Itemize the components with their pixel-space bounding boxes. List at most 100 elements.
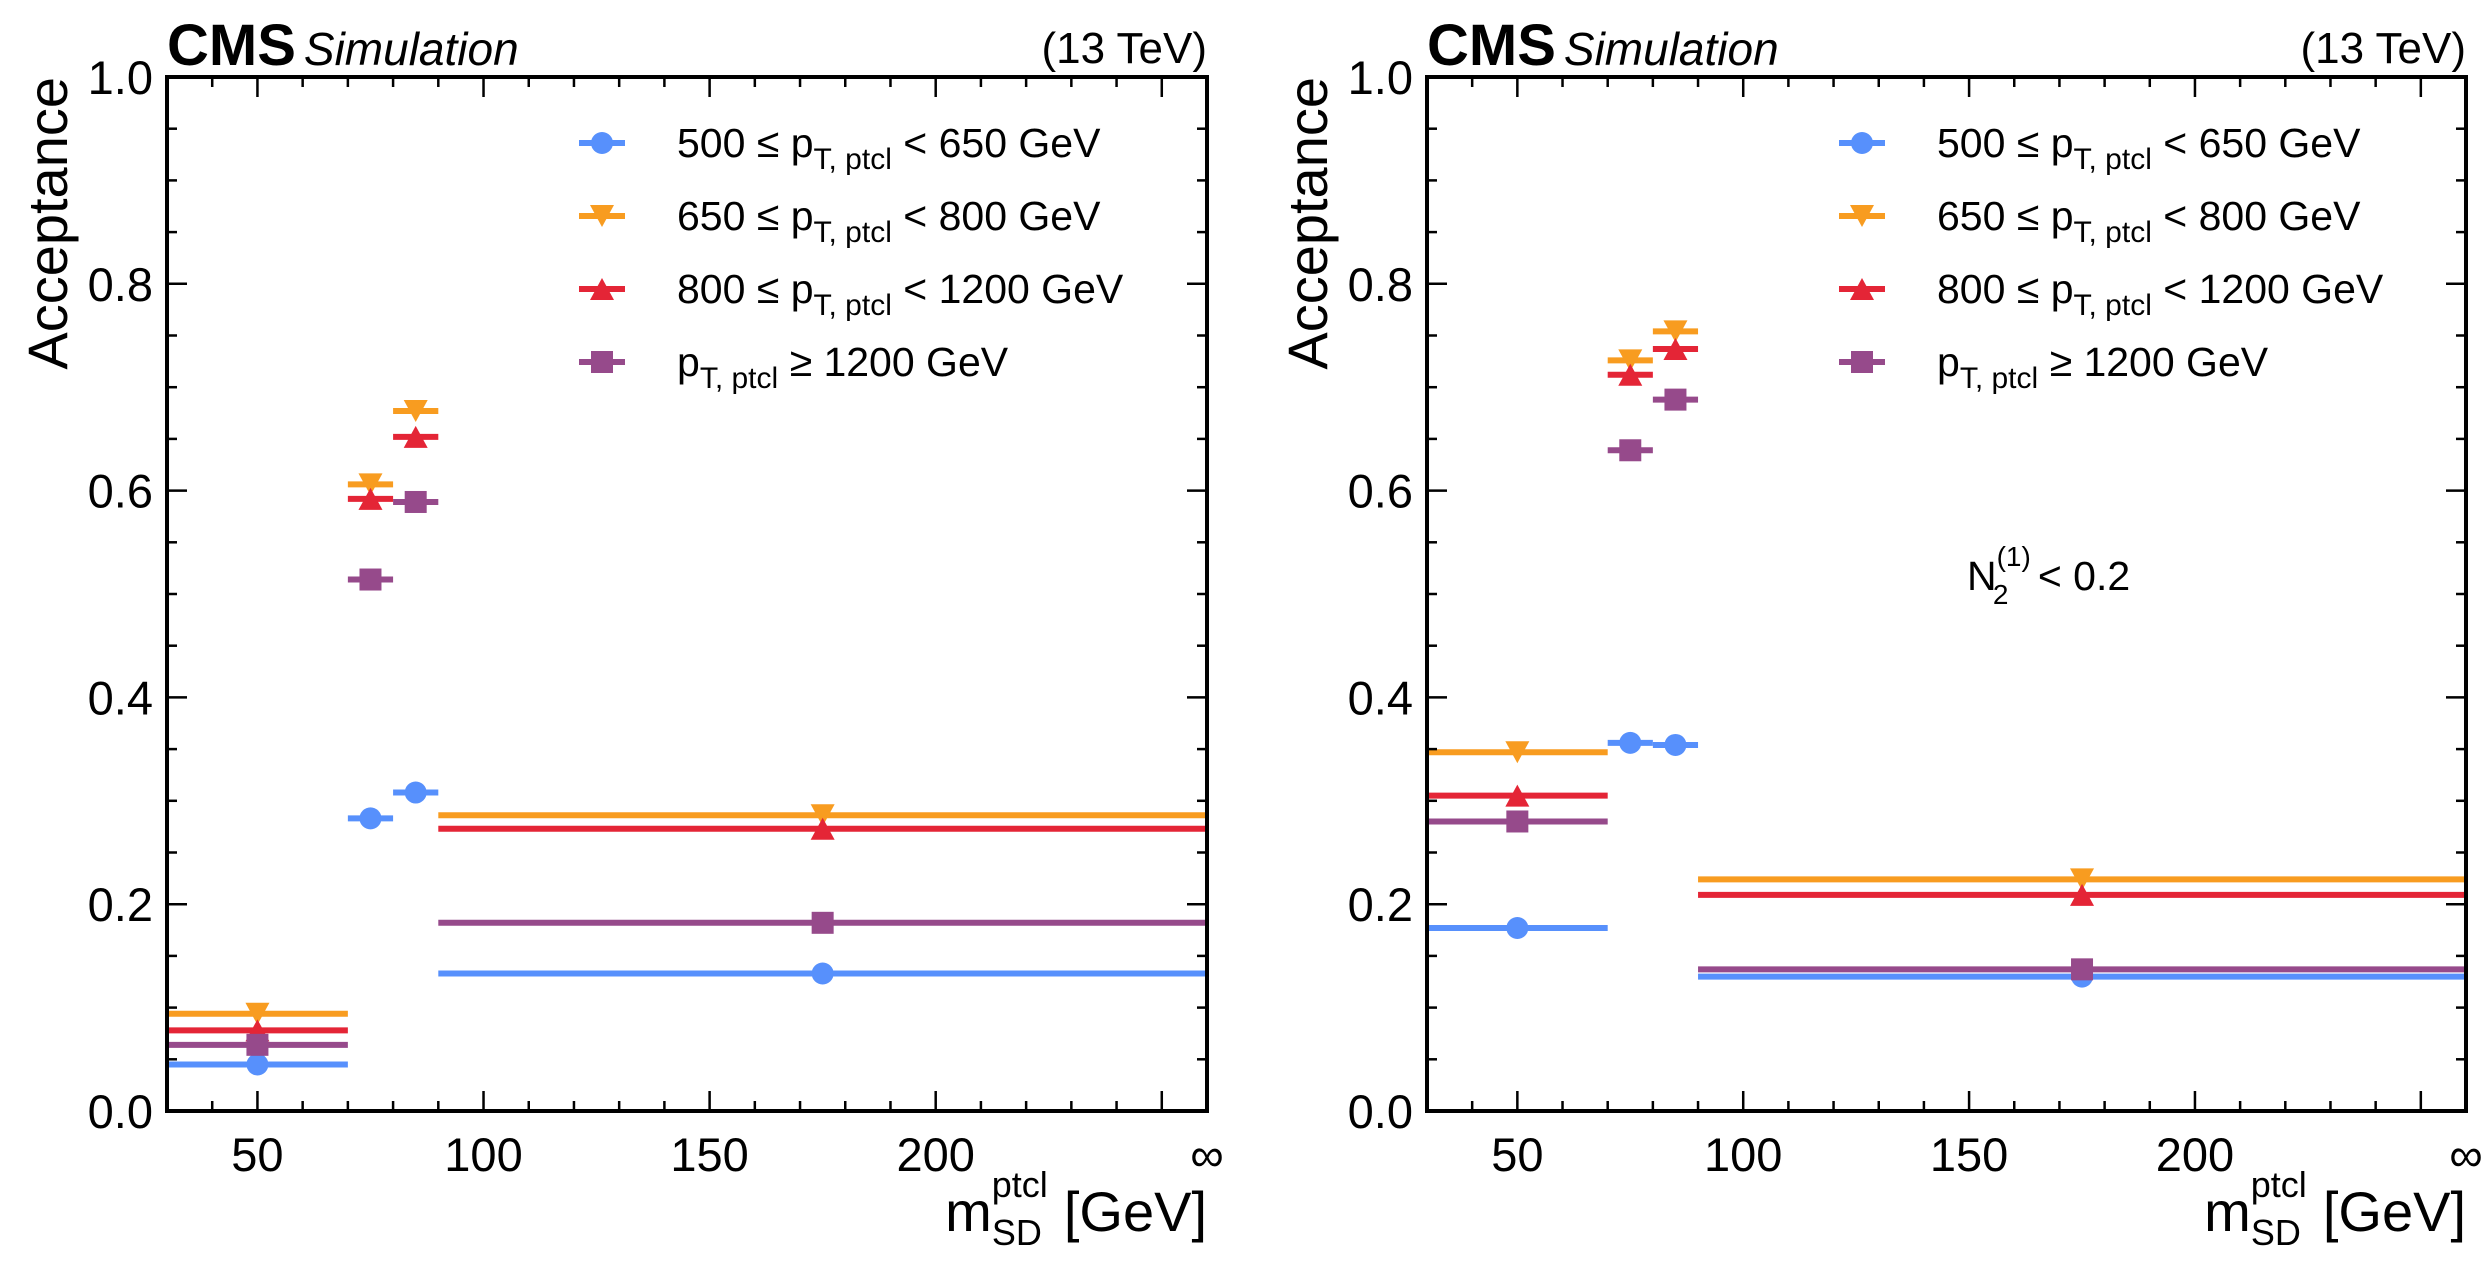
data-point-circle: [246, 1053, 269, 1076]
x-title-unit: [GeV]: [1064, 1180, 1207, 1243]
legend-label: 800 ≤ pT, ptcl < 1200 GeV: [677, 266, 1124, 322]
legend-item: 500 ≤ pT, ptcl < 650 GeV: [579, 120, 1101, 176]
data-point-circle: [1664, 733, 1687, 756]
experiment-label: CMS Simulation: [167, 13, 519, 78]
series-2: [167, 399, 1207, 1025]
y-tick-label: 0.4: [88, 671, 153, 724]
legend-label: 650 ≤ pT, ptcl < 800 GeV: [677, 193, 1101, 249]
y-tick-label: 0.2: [88, 878, 153, 931]
legend-item: pT, ptcl ≥ 1200 GeV: [579, 339, 1009, 395]
x-tick-label: 100: [444, 1128, 522, 1181]
legend-label: 500 ≤ pT, ptcl < 650 GeV: [677, 120, 1101, 176]
x-tick-label: 50: [1491, 1128, 1543, 1181]
legend-item: 800 ≤ pT, ptcl < 1200 GeV: [579, 266, 1124, 322]
x-axis-title: mptcl SD [GeV]: [945, 1164, 1207, 1253]
series-4: [167, 490, 1207, 1056]
legend-item: 800 ≤ pT, ptcl < 1200 GeV: [1839, 266, 2384, 322]
experiment-label: CMS Simulation: [1427, 13, 1779, 78]
legend-label: 500 ≤ pT, ptcl < 650 GeV: [1937, 120, 2361, 176]
data-point-triangle-up: [2070, 883, 2095, 906]
energy-label: (13 TeV): [1042, 24, 1208, 73]
x-title-unit: [GeV]: [2323, 1180, 2466, 1243]
y-tick-label: 0.0: [1348, 1085, 1413, 1138]
data-point-triangle-down: [403, 399, 428, 422]
energy-label: (13 TeV): [2301, 24, 2467, 73]
data-point-triangle-down: [1663, 320, 1688, 343]
data-point-square: [1851, 351, 1873, 373]
y-tick-label: 0.2: [1348, 878, 1413, 931]
cms-label: CMS: [1427, 13, 1556, 78]
data-point-triangle-down: [810, 804, 835, 827]
y-tick-label: 0.8: [88, 258, 153, 311]
x-tick-label: 200: [2156, 1128, 2234, 1181]
y-tick-label: 0.6: [88, 465, 153, 518]
y-axis-title: Acceptance: [1276, 77, 1339, 370]
y-tick-label: 1.0: [88, 51, 153, 104]
legend-item: 500 ≤ pT, ptcl < 650 GeV: [1839, 120, 2361, 176]
data-point-triangle-up: [358, 487, 383, 510]
panel-2: 0.0 0.2 0.4 0.6 0.8 1.0 50 100 150 200 ∞ Acceptance…: [1276, 13, 2483, 1253]
data-point-triangle-down: [245, 1002, 270, 1025]
x-tick-label: 50: [231, 1128, 283, 1181]
legend-label: 650 ≤ pT, ptcl < 800 GeV: [1937, 193, 2361, 249]
data-point-circle: [1619, 731, 1642, 754]
x-title-sub: SD: [2251, 1212, 2301, 1253]
data-point-circle: [811, 962, 834, 985]
legend: 500 ≤ pT, ptcl < 650 GeV 650 ≤ pT, ptcl <…: [579, 120, 1124, 395]
data-point-circle: [359, 807, 382, 830]
series-2: [1427, 320, 2466, 891]
x-tick-label: 200: [896, 1128, 974, 1181]
data-point-square: [404, 490, 427, 513]
data-point-triangle-up: [590, 278, 614, 300]
legend: 500 ≤ pT, ptcl < 650 GeV 650 ≤ pT, ptcl <…: [1839, 120, 2384, 395]
data-point-circle: [404, 781, 427, 804]
data-point-triangle-down: [1618, 349, 1643, 372]
simulation-label: Simulation: [1564, 23, 1779, 75]
data-point-triangle-up: [1505, 784, 1530, 807]
x-axis-title: mptcl SD [GeV]: [2204, 1164, 2466, 1253]
series-1: [1427, 731, 2466, 988]
panel-1: 0.0 0.2 0.4 0.6 0.8 1.0 50 100 150 200 ∞ Acceptance…: [16, 13, 1224, 1253]
y-tick-label: 0.0: [88, 1085, 153, 1138]
data-point-square: [811, 911, 834, 934]
y-tick-label: 0.6: [1348, 465, 1413, 518]
data-point-square: [1506, 810, 1529, 833]
data-point-triangle-down: [358, 473, 383, 496]
legend-label: pT, ptcl ≥ 1200 GeV: [1937, 339, 2269, 395]
data-point-triangle-up: [1850, 278, 1874, 300]
data-point-triangle-up: [1618, 363, 1643, 386]
y-axis-title: Acceptance: [16, 77, 79, 370]
data-point-triangle-down: [590, 205, 614, 227]
data-point-square: [1619, 439, 1642, 462]
simulation-label: Simulation: [304, 23, 519, 75]
data-point-triangle-down: [1505, 741, 1530, 764]
data-point-circle: [1506, 916, 1529, 939]
x-overflow-label: ∞: [1190, 1128, 1224, 1181]
x-title-sup: ptcl: [2251, 1164, 2307, 1205]
selection-annotation: N(1) 2 < 0.2: [1967, 541, 2130, 610]
data-point-square: [2071, 958, 2094, 981]
legend-label: 800 ≤ pT, ptcl < 1200 GeV: [1937, 266, 2384, 322]
y-tick-label: 1.0: [1348, 51, 1413, 104]
x-overflow-label: ∞: [2449, 1128, 2483, 1181]
data-point-triangle-up: [403, 425, 428, 448]
data-point-square: [246, 1033, 269, 1056]
x-title-main: m: [945, 1180, 992, 1243]
legend-label: pT, ptcl ≥ 1200 GeV: [677, 339, 1009, 395]
x-tick-label: 100: [1704, 1128, 1782, 1181]
legend-item: 650 ≤ pT, ptcl < 800 GeV: [579, 193, 1101, 249]
legend-item: 650 ≤ pT, ptcl < 800 GeV: [1839, 193, 2361, 249]
data-point-square: [359, 568, 382, 591]
x-tick-label: 150: [670, 1128, 748, 1181]
data-point-triangle-up: [1663, 337, 1688, 360]
series-3: [1427, 337, 2466, 906]
data-point-triangle-up: [810, 817, 835, 840]
data-point-triangle-down: [1850, 205, 1874, 227]
data-point-circle: [591, 132, 613, 154]
data-point-square: [1664, 388, 1687, 411]
data-point-circle: [1851, 132, 1873, 154]
y-tick-label: 0.8: [1348, 258, 1413, 311]
y-tick-label: 0.4: [1348, 671, 1413, 724]
x-title-main: m: [2204, 1180, 2251, 1243]
